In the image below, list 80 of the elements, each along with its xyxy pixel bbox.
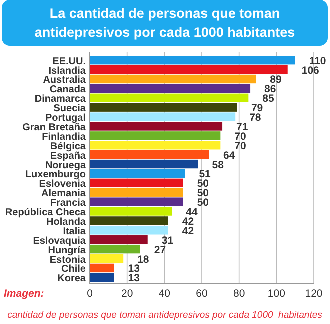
text: cantidad de personas que toman antidepresivos por cada 1000 habitantes: [8, 310, 323, 321]
data-label: 18: [138, 254, 150, 266]
y-tick-label: Portugal: [45, 113, 86, 124]
bar: [90, 264, 114, 273]
y-tick-label: Suecia: [54, 104, 86, 115]
x-tick-label: 60: [196, 288, 208, 300]
data-label: 79: [251, 102, 264, 115]
data-label: 42: [182, 225, 194, 238]
x-tick-label: 100: [268, 288, 286, 300]
bar: [90, 169, 186, 178]
x-tick-label: 80: [233, 288, 246, 300]
x-tick-label: 40: [158, 288, 171, 300]
data-label: 64: [223, 150, 236, 162]
y-tick-label: Luxemburgo: [25, 170, 86, 181]
y-tick-label: República Checa: [5, 208, 86, 219]
y-tick-label: Alemania: [42, 188, 86, 200]
y-tick-label: Australia: [43, 75, 86, 86]
bar: [90, 74, 256, 84]
x-tick-label: 20: [121, 288, 134, 300]
bar: [90, 132, 221, 140]
x-tick-label: 120: [305, 288, 323, 300]
bar: [90, 273, 114, 282]
data-label: 50: [197, 197, 210, 210]
y-tick-label: Estonia: [50, 254, 86, 266]
data-label: 89: [270, 74, 282, 86]
y-tick-label: Hungría: [48, 245, 86, 256]
bar: [90, 216, 168, 226]
bar: [90, 207, 172, 216]
y-tick-label: Italia: [63, 226, 86, 238]
bar: [90, 112, 236, 122]
bar: [90, 65, 288, 74]
bar: [90, 103, 238, 112]
y-tick-label: Noruega: [45, 160, 86, 172]
data-label: 71: [236, 121, 248, 134]
chart-title: La cantidad de personas que toman antidepresivos por cada 1000 habitantes: [34, 6, 296, 40]
data-label: 51: [199, 168, 212, 181]
bar: [90, 56, 296, 65]
y-tick-label: Islandia: [48, 66, 86, 77]
y-tick-label: Dinamarca: [34, 94, 86, 106]
data-label: 86: [264, 84, 276, 96]
data-label: 27: [154, 244, 166, 256]
bar: [90, 244, 140, 254]
bar: [90, 141, 221, 150]
x-tick-label: 0: [87, 288, 94, 300]
bar: [90, 188, 184, 197]
data-label: 58: [212, 159, 224, 172]
y-tick-label: Holanda: [46, 216, 86, 228]
data-label: 31: [162, 234, 174, 247]
data-label: 50: [197, 188, 210, 200]
data-label: 106: [302, 64, 320, 77]
y-tick-label: Finlandia: [42, 132, 86, 143]
y-tick-label: Chile: [62, 264, 86, 276]
y-tick-label: EE.UU.: [52, 56, 86, 68]
bar: [90, 178, 184, 188]
bar: [90, 226, 168, 235]
bar: [90, 122, 223, 131]
data-label: 78: [250, 112, 262, 124]
data-label: 85: [262, 93, 275, 106]
y-tick-label: España: [50, 150, 86, 162]
bar: [90, 198, 184, 206]
bar: [90, 150, 210, 160]
y-tick-label: Eslovenia: [39, 179, 86, 190]
y-tick-label: Bélgica: [50, 141, 86, 152]
y-tick-label: Gran Bretaña: [22, 122, 86, 134]
data-label: 13: [128, 263, 140, 276]
data-label: 13: [128, 272, 140, 285]
y-tick-label: Eslovaquia: [33, 236, 86, 247]
data-label: 70: [234, 130, 247, 143]
y-tick-label: Canada: [50, 84, 86, 96]
y-tick-label: Korea: [58, 274, 86, 285]
bar: [90, 160, 198, 169]
bar: [90, 236, 148, 244]
y-tick-label: Francia: [50, 198, 86, 210]
data-label: 110: [309, 55, 326, 68]
bar: [90, 94, 249, 102]
data-label: 50: [197, 178, 210, 190]
data-label: 70: [234, 140, 247, 152]
text: Imagen:: [4, 288, 44, 300]
bar: [90, 254, 124, 264]
bar: [90, 84, 251, 94]
